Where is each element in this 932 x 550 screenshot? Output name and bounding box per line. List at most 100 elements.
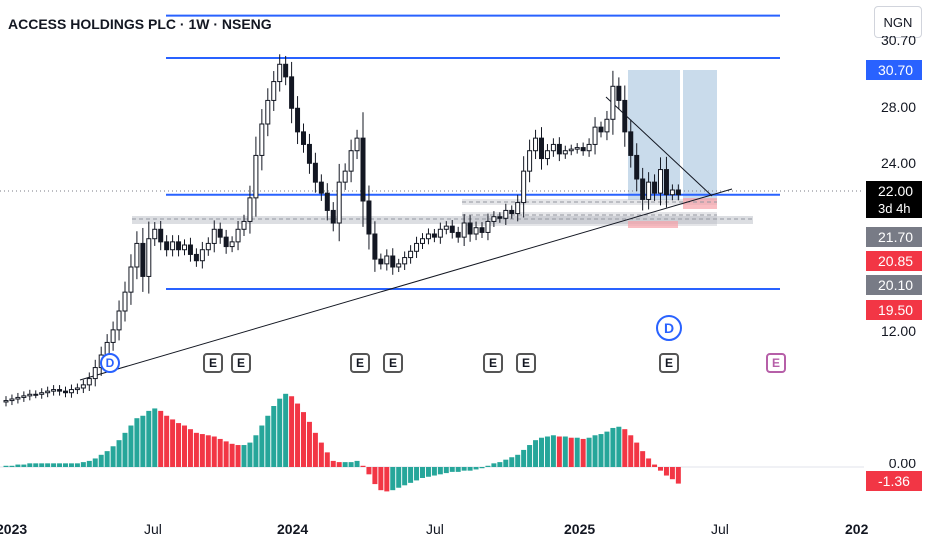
- oscillator-bar: [164, 415, 170, 467]
- oscillator-bar: [33, 463, 39, 467]
- earnings-event-icon[interactable]: E: [516, 353, 536, 373]
- oscillator-bar: [63, 463, 68, 467]
- price-axis-tick: 24.00: [880, 155, 916, 171]
- oscillator-bar: [128, 425, 134, 467]
- candle-body: [128, 266, 134, 293]
- price-axis-tick: 30.70: [880, 36, 916, 48]
- earnings-event-icon[interactable]: E: [383, 353, 403, 373]
- oscillator-bar: [68, 463, 74, 467]
- candle-body: [574, 147, 580, 150]
- oscillator-bar: [556, 436, 562, 467]
- candle-body: [336, 181, 342, 224]
- oscillator-bar: [3, 465, 9, 467]
- candle-body: [592, 126, 598, 145]
- candle-body: [646, 181, 652, 200]
- dividend-event-icon[interactable]: D: [656, 315, 682, 341]
- candle-body: [182, 244, 187, 251]
- candle-body: [348, 150, 354, 172]
- earnings-event-icon[interactable]: E: [483, 353, 503, 373]
- oscillator-bar: [211, 436, 217, 467]
- oscillator-bar: [544, 436, 550, 467]
- oscillator-bar: [431, 467, 437, 476]
- candle-body: [556, 143, 562, 155]
- candle-body: [21, 395, 27, 398]
- oscillator-bar: [98, 454, 104, 467]
- oscillator-bar: [318, 442, 324, 467]
- oscillator-bar: [182, 425, 187, 467]
- oscillator-bar: [354, 460, 360, 467]
- support-band: [132, 216, 753, 224]
- candle-body: [116, 310, 122, 331]
- candle-body: [63, 390, 68, 394]
- candle-body: [152, 228, 158, 240]
- candle-body: [80, 384, 86, 389]
- earnings-event-icon[interactable]: E: [203, 353, 223, 373]
- earnings-event-icon[interactable]: E: [231, 353, 251, 373]
- oscillator-bar: [384, 467, 390, 492]
- oscillator-bar: [247, 442, 253, 467]
- candle-body: [265, 99, 271, 125]
- candle-body: [366, 200, 372, 235]
- candle-body: [342, 170, 348, 183]
- candle-body: [360, 137, 366, 202]
- candle-body: [568, 148, 574, 152]
- oscillator-bar: [669, 467, 675, 480]
- oscillator-bar: [390, 467, 396, 491]
- oscillator-bar: [110, 446, 116, 467]
- oscillator-bar: [74, 463, 80, 467]
- candle-body: [550, 143, 556, 152]
- oscillator-bar: [539, 437, 544, 467]
- oscillator-bar: [455, 467, 461, 472]
- earnings-event-icon[interactable]: E: [350, 353, 370, 373]
- oscillator-bar: [592, 435, 598, 467]
- oscillator-bar: [402, 467, 408, 486]
- candle-body: [640, 178, 646, 200]
- oscillator-bar: [265, 415, 271, 467]
- oscillator-bar: [366, 467, 372, 475]
- oscillator-bar: [437, 467, 443, 475]
- oscillator-bar: [223, 441, 229, 467]
- oscillator-bar: [616, 426, 622, 467]
- oscillator-bar: [521, 449, 527, 467]
- candle-body: [675, 189, 681, 196]
- candle-body: [211, 228, 217, 244]
- last-price-value: 22.00: [878, 183, 914, 199]
- oscillator-bar: [467, 467, 473, 471]
- candle-body: [223, 236, 229, 248]
- oscillator-bar: [443, 467, 449, 474]
- oscillator-bar: [425, 467, 431, 477]
- candle-body: [289, 76, 295, 109]
- zone-boxes: [132, 70, 753, 228]
- oscillator-bar: [473, 467, 479, 470]
- candle-body: [330, 209, 336, 224]
- candle-body: [15, 396, 21, 400]
- candle-body: [634, 154, 640, 180]
- bar-countdown: 3d 4h: [878, 201, 911, 216]
- oscillator-bar: [634, 442, 640, 467]
- earnings-event-icon[interactable]: E: [659, 353, 679, 373]
- candle-body: [134, 242, 140, 268]
- oscillator-bar: [378, 467, 384, 491]
- oscillator-bar: [15, 464, 21, 467]
- oscillator-bar: [187, 429, 193, 467]
- candle-body: [51, 389, 57, 392]
- oscillator-bar: [199, 434, 205, 467]
- candle-body: [449, 225, 455, 233]
- oscillator-bar: [574, 437, 580, 467]
- candle-body: [372, 233, 378, 260]
- oscillator-bar: [235, 445, 241, 467]
- candle-body: [669, 189, 675, 196]
- candle-body: [271, 81, 277, 101]
- time-axis-label: 2023: [0, 521, 28, 537]
- dividend-event-icon[interactable]: D: [100, 353, 120, 373]
- oscillator-histogram: [3, 393, 681, 492]
- candle-body: [170, 241, 176, 251]
- oscillator-bar: [479, 467, 485, 469]
- earnings-event-icon-upcoming[interactable]: E: [766, 353, 786, 373]
- currency-button[interactable]: NGN: [874, 6, 922, 38]
- oscillator-bar: [675, 467, 681, 484]
- candle-body: [479, 227, 485, 233]
- oscillator-bar: [140, 415, 146, 467]
- oscillator-bar: [86, 460, 92, 467]
